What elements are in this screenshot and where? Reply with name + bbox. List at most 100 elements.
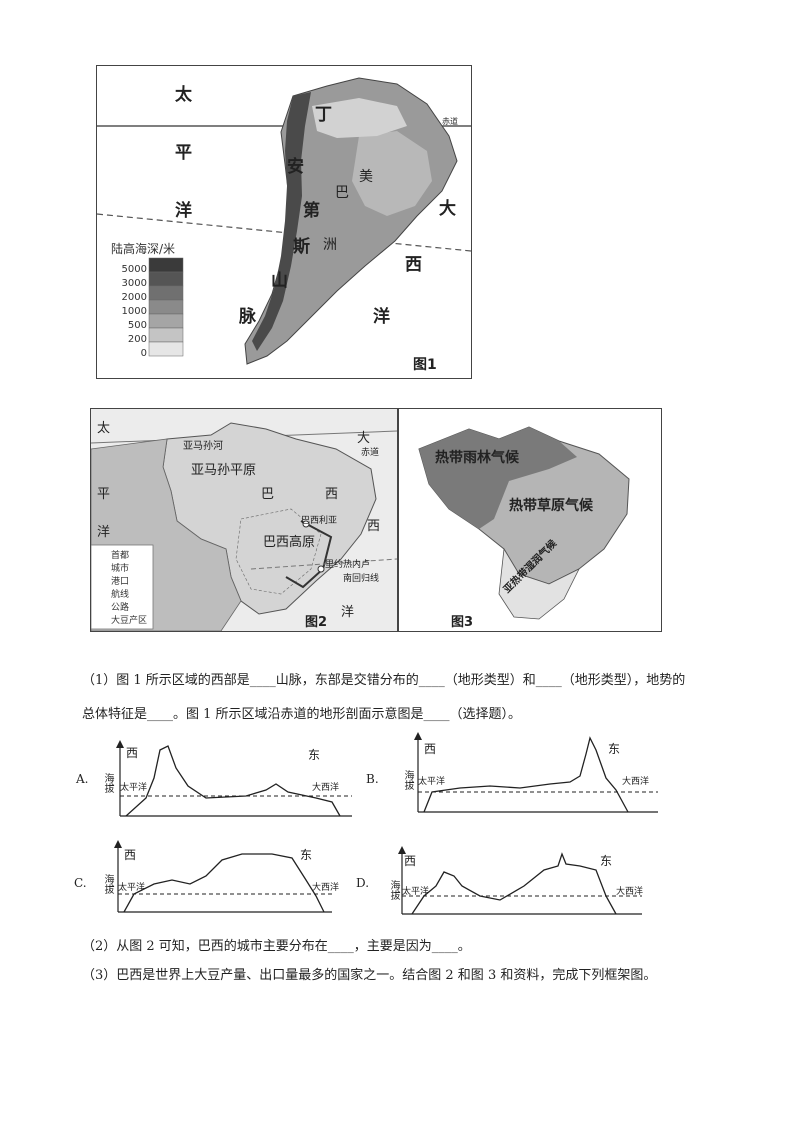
andes-highlands — [252, 92, 311, 351]
question-1-line-2: 总体特征是____。图 1 所示区域沿赤道的地形剖面示意图是____（选择题）。 — [82, 707, 522, 722]
elevation-legend — [148, 257, 184, 357]
amazon-plain-label: 亚马孙平原 — [191, 463, 257, 478]
option-d-east: 东 — [600, 854, 613, 868]
option-d-pacific: 太平洋 — [402, 887, 430, 897]
amazon-river-label: 亚马孙河 — [183, 441, 223, 452]
brazil-label-2: 西 — [325, 487, 339, 502]
legend-box — [91, 544, 154, 630]
subtropical-region — [498, 547, 580, 620]
option-c-letter[interactable]: C. — [74, 876, 87, 890]
figure-1-caption: 图1 — [413, 357, 437, 373]
option-c-west: 西 — [124, 848, 137, 862]
question-2: （2）从图 2 可知，巴西的城市主要分布在____，主要是因为____。 — [82, 939, 471, 954]
tropic-line — [250, 558, 397, 570]
brazil-highlands — [352, 131, 432, 216]
andes-char-4: 山 — [271, 271, 288, 291]
capital-label: 巴西利亚 — [301, 516, 338, 526]
option-c-pacific: 太平洋 — [118, 883, 146, 893]
option-a-east: 东 — [308, 748, 321, 762]
legend-item-route: 航线 — [111, 590, 130, 600]
region-label-zhou: 洲 — [323, 237, 337, 253]
andes-char-3: 斯 — [293, 237, 310, 257]
tropic-label: 南回归线 — [343, 574, 380, 584]
amazon-lowland — [312, 98, 407, 138]
profile-option-c[interactable] — [96, 840, 336, 916]
legend-level: 2000 — [121, 292, 147, 303]
atlantic-char-3: 洋 — [373, 307, 390, 327]
option-b-pacific: 太平洋 — [418, 777, 446, 787]
option-d-yaxis: 海拔 — [388, 880, 399, 900]
figure-2-caption: 图2 — [305, 615, 328, 630]
soybean-region — [235, 508, 322, 595]
legend-item-port: 港口 — [111, 577, 130, 587]
legend-item-city: 城市 — [111, 564, 130, 574]
pacific-char-2: 平 — [175, 143, 192, 163]
capital-marker — [302, 520, 310, 528]
ocean-left-3: 洋 — [97, 525, 111, 540]
option-b-west: 西 — [424, 742, 437, 756]
rio-marker — [317, 565, 325, 573]
ocean-right-1: 大 — [357, 431, 371, 446]
pacific-char-1: 太 — [175, 85, 192, 105]
pacific-char-3: 洋 — [175, 201, 192, 221]
atlantic-char-1: 大 — [439, 199, 456, 219]
option-d-letter[interactable]: D. — [356, 876, 370, 890]
option-c-yaxis: 海拔 — [102, 874, 113, 894]
region-label-mei: 美 — [359, 169, 373, 185]
brazil-climate-svg — [418, 426, 630, 620]
south-america-terrain-svg — [97, 77, 471, 365]
option-b-atlantic: 大西洋 — [622, 777, 650, 787]
option-d-atlantic: 大西洋 — [616, 887, 644, 897]
option-a-yaxis: 海拔 — [102, 773, 113, 793]
savanna-label: 热带草原气候 — [509, 498, 593, 514]
option-d-west: 西 — [404, 854, 417, 868]
question-1-line-1: （1）图 1 所示区域的西部是____山脉，东部是交错分布的____（地形类型）… — [82, 673, 686, 688]
profile-option-d[interactable] — [384, 846, 644, 918]
rainforest-label: 热带雨林气候 — [435, 450, 519, 466]
ocean-left-2: 平 — [97, 487, 111, 502]
option-b-yaxis: 海拔 — [402, 770, 413, 790]
tropic-line — [97, 213, 471, 252]
andes-char-5: 脉 — [239, 307, 256, 327]
legend-level: 200 — [127, 334, 147, 345]
option-b-letter[interactable]: B. — [366, 772, 379, 786]
figure-3-caption: 图3 — [451, 615, 474, 630]
andes-char-1: 安 — [287, 157, 304, 177]
fig2-legend: 首都 城市 港口 航线 公路 大豆产区 — [95, 548, 151, 626]
option-c-east: 东 — [300, 848, 313, 862]
equator-label: 赤道 — [442, 117, 458, 126]
option-a-letter[interactable]: A. — [76, 772, 89, 786]
equator-label: 赤道 — [361, 448, 380, 458]
plateau-label: 巴西高原 — [263, 535, 316, 550]
legend-level: 0 — [140, 348, 147, 359]
ocean-right-2: 西 — [367, 519, 381, 534]
option-a-west: 西 — [126, 746, 139, 760]
figure-1-south-america-terrain-map: 太 平 洋 丁 安 第 斯 山 脉 巴 美 洲 大 西 洋 赤道 陆高海深/米 … — [96, 65, 472, 379]
rio-label: 里约热内卢 — [325, 560, 371, 570]
figure-3-brazil-climate-map: 热带雨林气候 热带草原气候 亚热带湿润气候 图3 — [398, 408, 662, 632]
atlantic-char-2: 西 — [405, 255, 422, 275]
profile-option-a[interactable] — [96, 738, 356, 820]
option-a-atlantic: 大西洋 — [312, 783, 340, 793]
rainforest-region — [419, 427, 577, 529]
brazil-map-svg — [91, 422, 397, 631]
legend-title: 陆高海深/米 — [111, 242, 176, 256]
legend-level: 5000 — [121, 264, 147, 275]
brazil-label-1: 巴 — [261, 487, 275, 502]
legend-item-highway: 公路 — [111, 603, 130, 613]
ocean-left-1: 太 — [97, 421, 111, 436]
map-top-char: 丁 — [315, 105, 332, 125]
legend-item-soybean: 大豆产区 — [111, 616, 148, 626]
question-3: （3）巴西是世界上大豆产量、出口量最多的国家之一。结合图 2 和图 3 和资料，… — [82, 968, 657, 983]
option-b-east: 东 — [608, 742, 621, 756]
region-label-ba: 巴 — [335, 185, 349, 201]
figure-2-brazil-map: 太 平 洋 大 西 洋 赤道 亚马孙河 亚马孙平原 巴 西 巴西利亚 巴西高原 … — [90, 408, 398, 632]
profile-option-b[interactable] — [400, 730, 660, 816]
legend-level: 1000 — [121, 306, 147, 317]
option-a-pacific: 太平洋 — [120, 783, 148, 793]
legend-levels: 5000 3000 2000 1000 500 200 0 — [115, 264, 147, 362]
andes-char-2: 第 — [303, 201, 320, 221]
ocean-right-3: 洋 — [341, 605, 355, 620]
option-c-atlantic: 大西洋 — [312, 883, 340, 893]
legend-item-capital: 首都 — [111, 551, 130, 561]
